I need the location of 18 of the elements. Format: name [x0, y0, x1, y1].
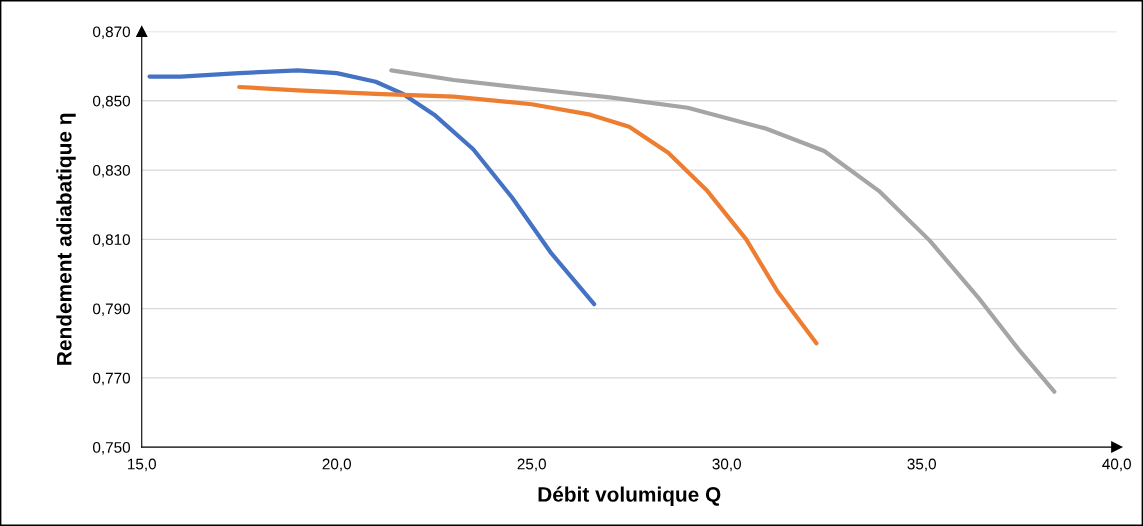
- x-tick-label: 15,0: [128, 458, 156, 472]
- y-tick-label: 0,770: [92, 372, 131, 386]
- y-tick-label: 0,810: [92, 234, 131, 247]
- x-tick-label: 40,0: [1102, 458, 1131, 472]
- line-series: [389, 68, 1057, 394]
- x-tick-label: 20,0: [322, 458, 351, 472]
- line-series: [237, 84, 819, 346]
- y-axis-title: Rendement adiabatique η: [56, 113, 76, 365]
- y-tick-label: 0,850: [92, 95, 131, 109]
- line-series: [147, 68, 597, 307]
- x-tick-label: 25,0: [517, 458, 546, 472]
- x-axis-title: Débit volumique Q: [538, 486, 721, 506]
- y-tick-label: 0,870: [92, 26, 131, 40]
- y-tick-label: 0,790: [92, 303, 131, 317]
- y-tick-label: 0,750: [92, 441, 131, 455]
- x-tick-label: 35,0: [907, 458, 936, 472]
- y-tick-label: 0,830: [92, 164, 131, 178]
- x-tick-label: 30,0: [712, 458, 741, 472]
